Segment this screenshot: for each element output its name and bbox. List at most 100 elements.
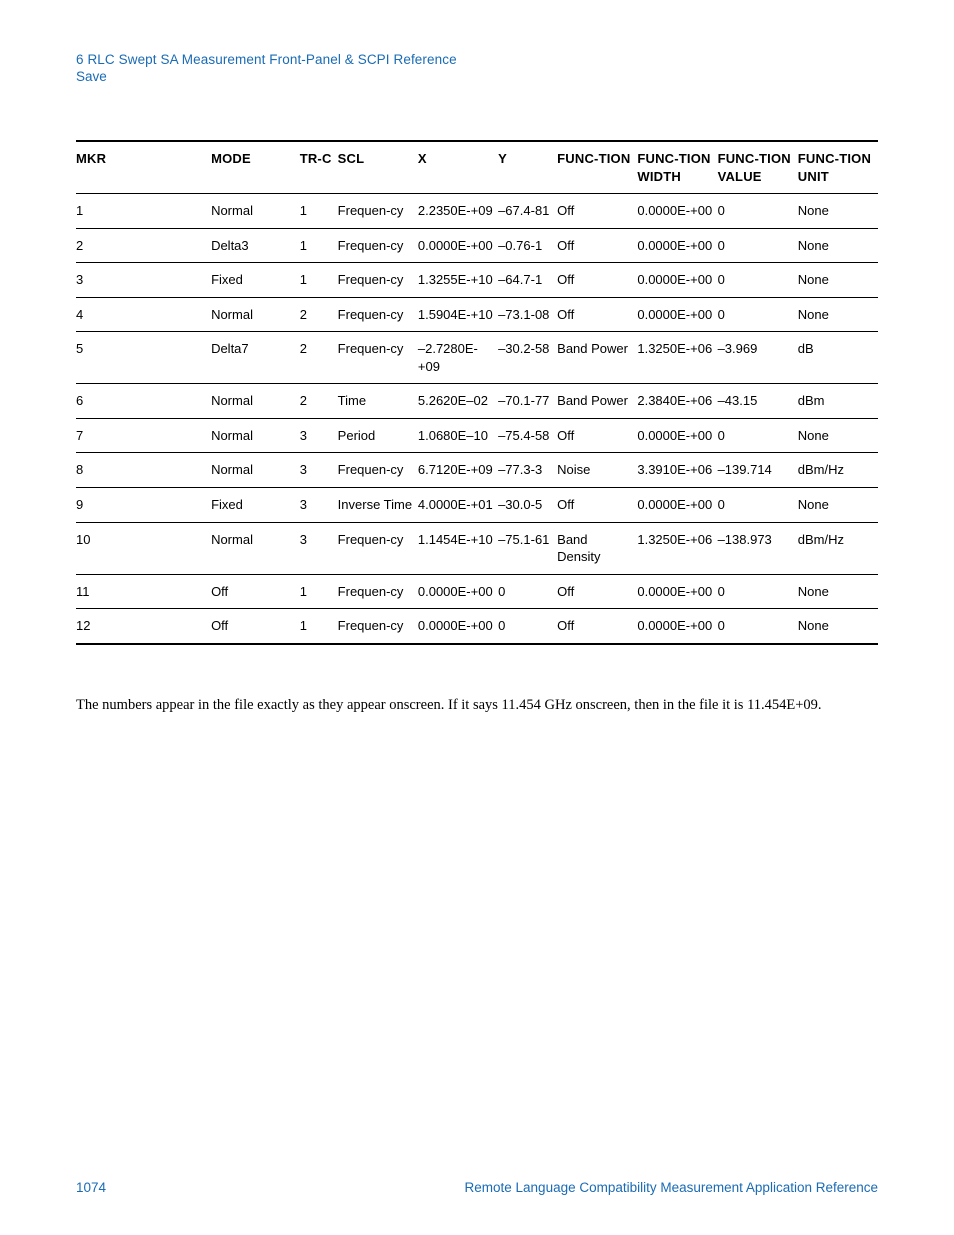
table-cell: –73.1-08 (498, 297, 557, 332)
table-cell: 0.0000E-+00 (637, 609, 717, 644)
table-cell: 12 (76, 609, 211, 644)
table-row: 12Off1Frequen-cy0.0000E-+000Off0.0000E-+… (76, 609, 878, 644)
table-cell: 0 (498, 574, 557, 609)
table-cell: 0 (718, 194, 798, 229)
table-cell: Inverse Time (338, 488, 418, 523)
table-cell: Frequen-cy (338, 522, 418, 574)
table-cell: 0.0000E-+00 (418, 609, 498, 644)
table-cell: 3.3910E-+06 (637, 453, 717, 488)
table-cell: dBm (798, 384, 878, 419)
table-cell: –77.3-3 (498, 453, 557, 488)
table-cell: Off (557, 574, 637, 609)
table-cell: 2.3840E-+06 (637, 384, 717, 419)
table-cell: 0.0000E-+00 (637, 263, 717, 298)
table-row: 4Normal2Frequen-cy1.5904E-+10–73.1-08Off… (76, 297, 878, 332)
table-cell: 1.0680E–10 (418, 418, 498, 453)
table-cell: 11 (76, 574, 211, 609)
table-cell: None (798, 228, 878, 263)
table-cell: None (798, 418, 878, 453)
footer-title: Remote Language Compatibility Measuremen… (465, 1180, 878, 1195)
table-cell: 2.2350E-+09 (418, 194, 498, 229)
table-cell: dBm/Hz (798, 453, 878, 488)
table-cell: 1 (76, 194, 211, 229)
table-cell: –64.7-1 (498, 263, 557, 298)
col-header: FUNC-TION VALUE (718, 141, 798, 194)
table-cell: Normal (211, 194, 300, 229)
table-cell: Off (557, 609, 637, 644)
table-cell: 1.3250E-+06 (637, 522, 717, 574)
table-cell: 0.0000E-+00 (637, 574, 717, 609)
table-cell: 0.0000E-+00 (637, 418, 717, 453)
table-cell: 0 (498, 609, 557, 644)
table-cell: 1.5904E-+10 (418, 297, 498, 332)
table-row: 8Normal3Frequen-cy6.7120E-+09–77.3-3Nois… (76, 453, 878, 488)
table-cell: 0 (718, 263, 798, 298)
table-cell: dB (798, 332, 878, 384)
table-cell: Band Density (557, 522, 637, 574)
table-cell: Frequen-cy (338, 263, 418, 298)
table-cell: Frequen-cy (338, 453, 418, 488)
table-cell: 0.0000E-+00 (418, 228, 498, 263)
table-cell: 6 (76, 384, 211, 419)
table-cell: Off (557, 418, 637, 453)
table-cell: 0.0000E-+00 (637, 297, 717, 332)
table-cell: –138.973 (718, 522, 798, 574)
table-cell: Off (211, 574, 300, 609)
table-cell: 1.1454E-+10 (418, 522, 498, 574)
header-subtitle: Save (76, 69, 878, 84)
table-cell: 2 (300, 384, 338, 419)
table-cell: –139.714 (718, 453, 798, 488)
table-cell: 6.7120E-+09 (418, 453, 498, 488)
table-body: 1Normal1Frequen-cy2.2350E-+09–67.4-81Off… (76, 194, 878, 644)
table-cell: 2 (76, 228, 211, 263)
table-row: 7Normal3Period1.0680E–10–75.4-58Off0.000… (76, 418, 878, 453)
table-cell: –30.0-5 (498, 488, 557, 523)
table-cell: 1 (300, 609, 338, 644)
table-row: 1Normal1Frequen-cy2.2350E-+09–67.4-81Off… (76, 194, 878, 229)
table-cell: Frequen-cy (338, 574, 418, 609)
table-cell: 4.0000E-+01 (418, 488, 498, 523)
table-cell: 0.0000E-+00 (637, 194, 717, 229)
table-cell: 3 (300, 488, 338, 523)
marker-table-container: MKRMODETR-CSCLXYFUNC-TIONFUNC-TION WIDTH… (76, 140, 878, 645)
col-header: TR-C (300, 141, 338, 194)
table-cell: Period (338, 418, 418, 453)
table-cell: Frequen-cy (338, 297, 418, 332)
table-cell: 3 (300, 453, 338, 488)
table-cell: Off (557, 228, 637, 263)
table-cell: Delta3 (211, 228, 300, 263)
col-header: FUNC-TION (557, 141, 637, 194)
table-cell: None (798, 609, 878, 644)
table-cell: None (798, 488, 878, 523)
table-cell: None (798, 574, 878, 609)
explanatory-paragraph: The numbers appear in the file exactly a… (76, 695, 878, 716)
table-cell: Off (211, 609, 300, 644)
table-cell: Fixed (211, 263, 300, 298)
table-cell: Off (557, 194, 637, 229)
table-head: MKRMODETR-CSCLXYFUNC-TIONFUNC-TION WIDTH… (76, 141, 878, 194)
table-cell: –2.7280E-+09 (418, 332, 498, 384)
table-cell: 2 (300, 332, 338, 384)
table-cell: Band Power (557, 384, 637, 419)
table-row: 5Delta72Frequen-cy–2.7280E-+09–30.2-58Ba… (76, 332, 878, 384)
header-section-title: 6 RLC Swept SA Measurement Front-Panel &… (76, 52, 878, 67)
table-cell: Off (557, 488, 637, 523)
table-cell: –67.4-81 (498, 194, 557, 229)
col-header: SCL (338, 141, 418, 194)
table-cell: –0.76-1 (498, 228, 557, 263)
table-cell: 4 (76, 297, 211, 332)
table-cell: 9 (76, 488, 211, 523)
page-number: 1074 (76, 1180, 106, 1195)
page-footer: 1074 Remote Language Compatibility Measu… (76, 1180, 878, 1195)
table-cell: 5 (76, 332, 211, 384)
col-header: Y (498, 141, 557, 194)
table-row: 2Delta31Frequen-cy0.0000E-+00–0.76-1Off0… (76, 228, 878, 263)
table-row: 10Normal3Frequen-cy1.1454E-+10–75.1-61Ba… (76, 522, 878, 574)
table-cell: 3 (300, 522, 338, 574)
table-cell: 0.0000E-+00 (637, 488, 717, 523)
table-cell: Frequen-cy (338, 332, 418, 384)
header-row: MKRMODETR-CSCLXYFUNC-TIONFUNC-TION WIDTH… (76, 141, 878, 194)
table-cell: 0 (718, 488, 798, 523)
table-cell: 0.0000E-+00 (418, 574, 498, 609)
table-cell: 0 (718, 609, 798, 644)
